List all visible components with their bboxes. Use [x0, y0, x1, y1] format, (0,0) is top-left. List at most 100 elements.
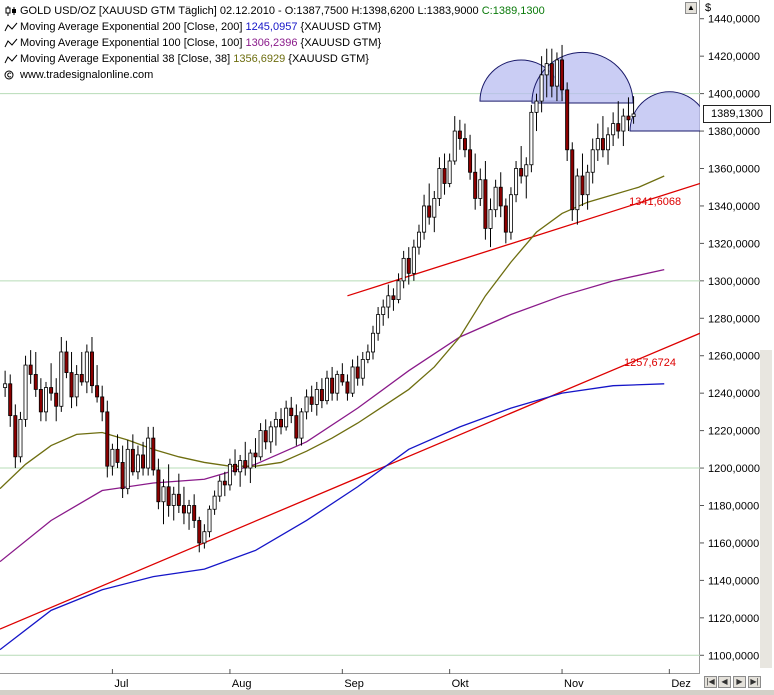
legend-ema200-row: Moving Average Exponential 200 [Close, 2…: [4, 19, 545, 35]
ema200-label: Moving Average Exponential 200 [Close, 2…: [20, 21, 243, 33]
y-tick-label: 1440,0000: [708, 14, 760, 26]
candle-body: [606, 134, 611, 151]
candle: [462, 123, 467, 158]
scroll-left-button[interactable]: ◀: [718, 676, 731, 688]
candle-body: [565, 89, 570, 151]
scroll-right-button[interactable]: ▶: [733, 676, 746, 688]
candle: [432, 190, 437, 233]
candle: [457, 119, 462, 150]
candle-body: [253, 452, 258, 458]
candle-body: [580, 175, 585, 196]
candle: [227, 458, 232, 491]
candle-body: [437, 168, 442, 199]
scroll-right-end-button[interactable]: ▶|: [748, 676, 761, 688]
candle: [600, 116, 605, 158]
x-tick-label: Dez: [671, 678, 691, 690]
candle-body: [600, 138, 605, 151]
candle-body: [222, 480, 227, 486]
ema200-value: 1245,0957: [245, 21, 298, 33]
last-price-marker: 1389,1300: [703, 105, 771, 123]
candle-body: [406, 257, 411, 274]
candle-body: [69, 372, 74, 398]
candle-body: [585, 171, 590, 196]
candle-body: [355, 366, 360, 379]
candle-body: [279, 418, 284, 428]
candle-body: [508, 194, 513, 233]
candle-body: [478, 179, 483, 199]
candle-body: [411, 246, 416, 274]
candle: [524, 157, 529, 199]
candle-body: [498, 186, 503, 207]
candle-body: [503, 205, 508, 233]
candle-body: [626, 115, 631, 121]
candle: [44, 381, 48, 422]
candle: [181, 486, 186, 525]
candle: [212, 490, 217, 515]
price-scrollbar[interactable]: [760, 350, 772, 668]
candle: [3, 370, 8, 397]
candle: [187, 499, 192, 530]
candle: [135, 445, 140, 480]
candle: [381, 299, 386, 326]
candle: [606, 127, 611, 165]
x-tick-label: Okt: [452, 678, 469, 690]
candle-body: [493, 186, 498, 211]
candle: [299, 408, 304, 446]
ema38-value: 1356,6929: [233, 53, 286, 65]
candle: [621, 108, 626, 147]
x-tick-label: Jul: [114, 678, 128, 690]
ema-line: [0, 268, 665, 563]
candle-body: [345, 381, 350, 394]
chart-canvas[interactable]: 1341,6068 1257,6724: [0, 0, 700, 674]
candle: [508, 187, 513, 240]
candle: [478, 168, 483, 206]
candle: [253, 438, 258, 469]
candle: [146, 426, 151, 476]
price-axis-ticks: 1100,0000 1120,0000 1140,0000 1160,0000 1180…: [700, 14, 760, 662]
candle-body: [227, 463, 232, 486]
candle-body: [38, 389, 43, 413]
candle: [590, 138, 595, 184]
candle: [54, 378, 59, 422]
candle-body: [258, 430, 263, 458]
candle: [611, 112, 616, 147]
candle: [8, 374, 13, 427]
candle-body: [554, 59, 559, 87]
candle-body: [325, 377, 329, 402]
candle: [498, 172, 503, 218]
scroll-left-end-button[interactable]: |◀: [704, 676, 717, 688]
candle-body: [151, 437, 156, 471]
legend-watermark-row: www.tradesignalonline.com: [4, 67, 545, 83]
candle: [23, 355, 28, 427]
collapse-button[interactable]: ▲: [685, 2, 697, 14]
candle: [268, 421, 273, 454]
candle: [13, 404, 18, 469]
high-value: H:1398,6200: [351, 5, 415, 17]
candle-body: [181, 505, 186, 514]
chart-legend: GOLD USD/OZ [XAUUSD GTM Täglich] 02.12.2…: [4, 3, 545, 83]
ema38-suffix: {XAUUSD GTM}: [288, 53, 369, 65]
candle-body: [462, 138, 467, 151]
candle-body: [514, 168, 519, 196]
candle-body: [289, 407, 294, 417]
candle: [355, 355, 360, 386]
candle-body: [350, 366, 355, 394]
candle: [309, 385, 314, 412]
candle: [18, 411, 23, 463]
candle-body: [529, 111, 534, 166]
candle: [69, 351, 74, 409]
candle: [503, 198, 508, 244]
y-tick-label: 1280,0000: [708, 313, 760, 325]
candle-body: [74, 374, 79, 398]
candle-body: [365, 351, 370, 360]
candle-body: [64, 351, 69, 373]
plot-area[interactable]: 1341,6068 1257,6724: [0, 0, 700, 674]
candle-body: [590, 149, 595, 173]
open-value: O:1387,7500: [284, 5, 349, 17]
candle-body: [595, 138, 600, 151]
candle: [371, 325, 375, 360]
time-axis-labels: Jul Aug Sep Okt Nov Dez: [114, 678, 691, 690]
candle: [105, 400, 110, 478]
candle: [59, 337, 64, 412]
candle-body: [125, 448, 130, 490]
